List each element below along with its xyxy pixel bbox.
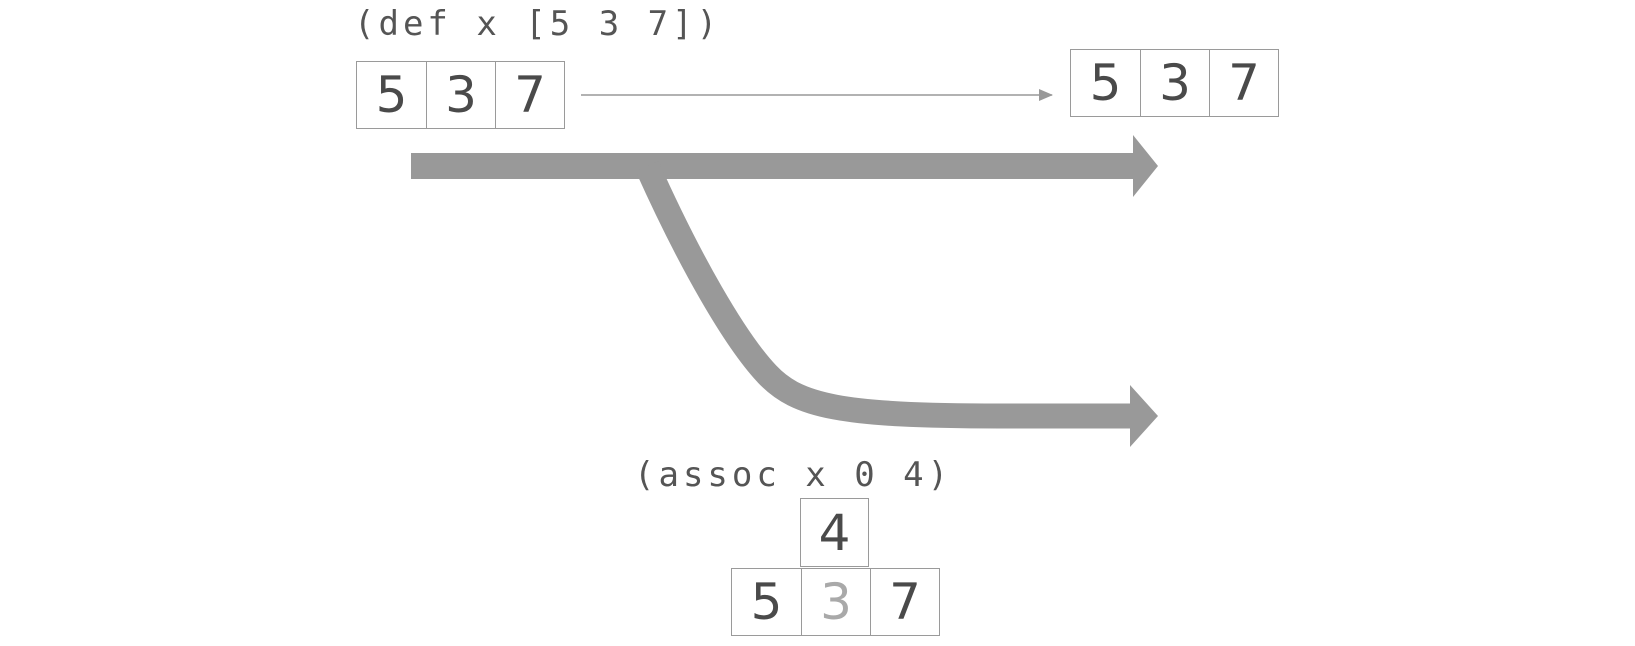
vector-cell: 3	[1140, 50, 1209, 116]
persisted-vector: 5 3 7	[1070, 49, 1279, 117]
original-vector: 5 3 7	[356, 61, 565, 129]
assoc-code-label: (assoc x 0 4)	[634, 455, 953, 495]
vector-cell: 7	[870, 569, 939, 635]
branch-arrowhead	[1130, 385, 1158, 447]
vector-cell: 7	[1209, 50, 1278, 116]
vector-cell: 5	[1089, 54, 1122, 112]
assoc-vector: 5 3 7	[731, 568, 940, 636]
branch-curve	[635, 160, 1135, 429]
vector-cell: 3	[426, 62, 495, 128]
vector-cell: 5	[750, 573, 783, 631]
main-timeline-arrow	[411, 135, 1158, 197]
def-code-label: (def x [5 3 7])	[354, 4, 722, 44]
vector-cell: 7	[495, 62, 564, 128]
vector-cell: 5	[375, 66, 408, 124]
replaced-vector-cell: 3	[801, 569, 870, 635]
assoc-new-value-cell: 4	[800, 498, 869, 567]
